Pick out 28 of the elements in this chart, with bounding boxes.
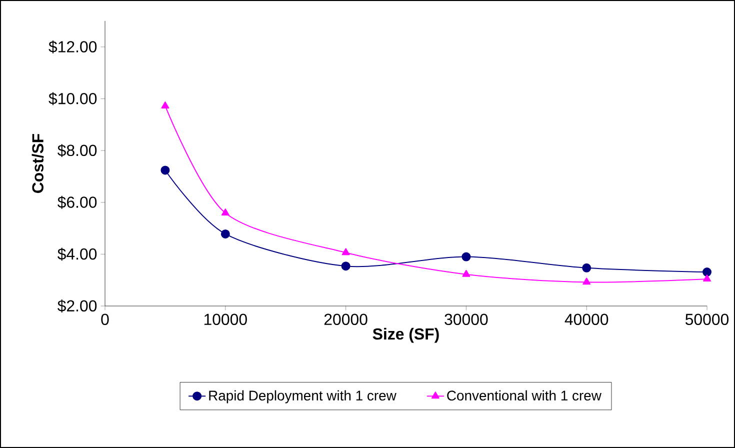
x-tick-label: 20000 bbox=[324, 314, 368, 326]
point bbox=[462, 252, 471, 262]
y-axis-title: Cost/SF bbox=[32, 134, 44, 193]
point bbox=[161, 101, 170, 108]
point bbox=[702, 268, 712, 277]
x-tick-label: 0 bbox=[101, 314, 109, 326]
x-tick-label: 40000 bbox=[564, 314, 608, 326]
y-tick-label: $2.00 bbox=[58, 300, 97, 312]
x-tick-label: 50000 bbox=[685, 314, 729, 326]
legend-label: Rapid Deployment with 1 crew bbox=[209, 390, 396, 404]
x-tick-label: 10000 bbox=[204, 314, 247, 326]
point bbox=[221, 208, 230, 216]
y-tick-label: $6.00 bbox=[58, 196, 97, 209]
point bbox=[582, 263, 592, 272]
point bbox=[582, 278, 591, 285]
x-tick-label: 30000 bbox=[444, 314, 488, 326]
y-tick-label: $12.00 bbox=[48, 40, 97, 54]
point bbox=[462, 270, 470, 277]
point bbox=[342, 248, 350, 256]
x-axis-title: Size (SF) bbox=[372, 328, 439, 343]
legend-label: Conventional with 1 crew bbox=[447, 390, 602, 401]
point bbox=[703, 274, 711, 282]
y-tick-label: $10.00 bbox=[48, 92, 97, 106]
y-tick-label: $4.00 bbox=[58, 248, 97, 261]
point bbox=[341, 262, 350, 271]
point bbox=[220, 229, 230, 238]
point bbox=[160, 166, 170, 175]
y-tick-label: $8.00 bbox=[58, 144, 97, 157]
